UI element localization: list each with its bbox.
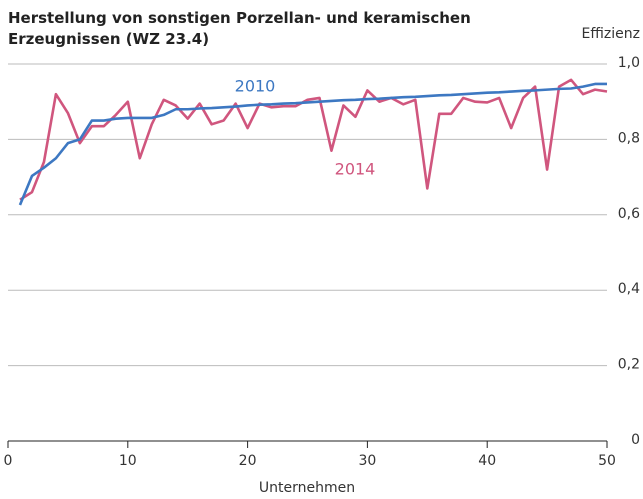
series-label: 2014	[335, 160, 376, 179]
x-tick-label: 0	[4, 453, 13, 469]
x-axis-label: Unternehmen	[259, 480, 355, 496]
y-tick-label: 0	[631, 432, 640, 448]
y-tick-label: 0,2	[618, 357, 640, 373]
x-tick-label: 50	[598, 453, 616, 469]
chart-title: Herstellung von sonstigen Porzellan- und…	[8, 9, 471, 48]
y-tick-label: 1,0	[618, 55, 640, 71]
x-tick-label: 20	[239, 453, 257, 469]
x-tick-label: 40	[478, 453, 496, 469]
y-tick-label: 0,6	[618, 206, 640, 222]
y-tick-label: 0,8	[618, 130, 640, 146]
x-tick-label: 30	[358, 453, 376, 469]
series-line	[18, 82, 607, 206]
x-tick-label: 10	[119, 453, 137, 469]
y-tick-label: 0,4	[618, 281, 640, 297]
series-line	[19, 78, 608, 201]
y-axis-label: Effizienz	[582, 26, 640, 42]
series-label: 2010	[235, 77, 276, 96]
